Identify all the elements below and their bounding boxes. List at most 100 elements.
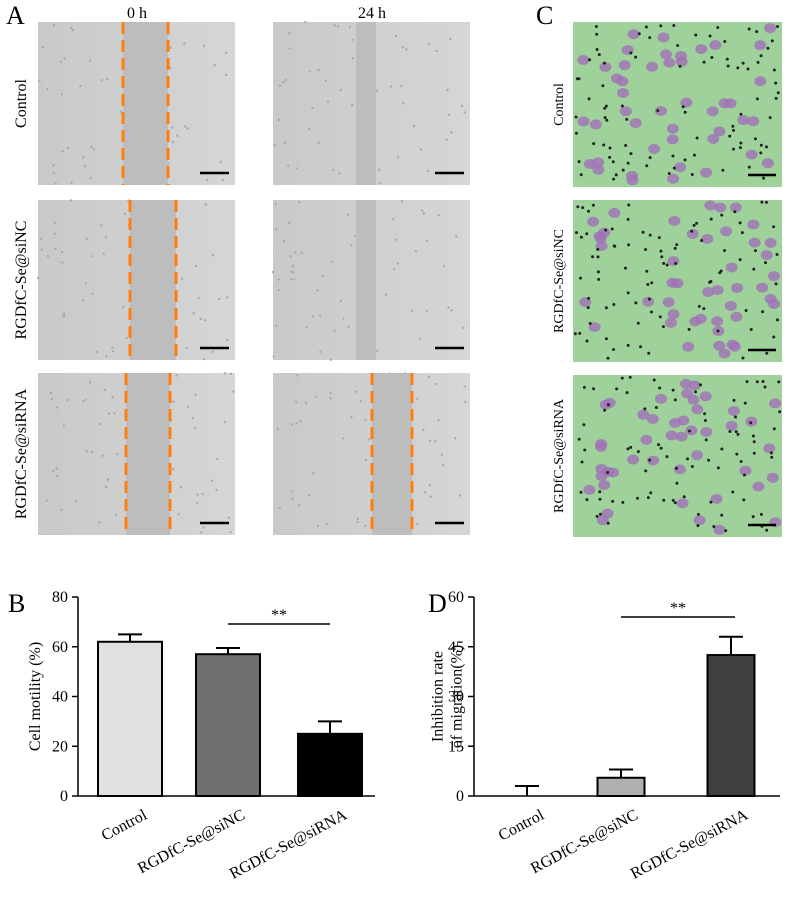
texture xyxy=(62,312,66,315)
y-tick-label: 60 xyxy=(52,639,68,656)
texture xyxy=(104,235,108,239)
pore xyxy=(578,331,582,335)
pore xyxy=(644,25,648,29)
pore xyxy=(678,64,682,68)
pore xyxy=(721,168,725,172)
pore xyxy=(776,25,780,29)
texture xyxy=(176,134,179,137)
pore xyxy=(751,434,755,438)
cell xyxy=(688,380,701,391)
texture xyxy=(281,80,285,84)
pore xyxy=(658,386,662,390)
cell xyxy=(707,133,720,144)
texture xyxy=(442,265,446,268)
texture xyxy=(295,422,298,425)
texture xyxy=(450,131,453,134)
pore xyxy=(709,279,713,283)
pore xyxy=(738,221,742,225)
pore xyxy=(625,391,629,395)
texture xyxy=(197,297,200,300)
pore xyxy=(591,203,595,207)
pore xyxy=(761,310,765,314)
texture xyxy=(420,209,424,212)
time-label: 0 h xyxy=(127,5,147,22)
pore xyxy=(647,297,651,301)
cell xyxy=(595,441,608,452)
texture xyxy=(290,423,294,426)
pore xyxy=(774,81,778,85)
texture xyxy=(284,78,287,82)
texture xyxy=(102,252,105,255)
pore xyxy=(719,269,723,273)
pore xyxy=(712,525,716,529)
cell xyxy=(754,76,767,87)
row-label: RGDfC-Se@siNC xyxy=(552,229,567,333)
texture xyxy=(70,181,73,184)
pore xyxy=(635,496,639,500)
cell xyxy=(691,404,704,415)
pore xyxy=(671,154,675,158)
texture xyxy=(350,415,353,419)
texture xyxy=(273,144,276,147)
cell xyxy=(577,116,590,127)
pore xyxy=(588,58,592,62)
texture xyxy=(184,125,187,128)
pore xyxy=(703,412,707,416)
texture xyxy=(447,306,450,309)
pore xyxy=(695,136,699,140)
pore xyxy=(671,388,675,392)
texture xyxy=(216,457,219,461)
texture xyxy=(311,315,314,318)
gap xyxy=(130,200,176,360)
row-label: Control xyxy=(552,83,567,126)
pore xyxy=(716,466,720,470)
texture xyxy=(402,102,405,105)
pore xyxy=(634,301,638,305)
pore xyxy=(657,236,661,240)
texture xyxy=(75,499,78,502)
texture xyxy=(375,89,379,92)
texture xyxy=(347,325,350,328)
texture xyxy=(396,262,400,265)
cell xyxy=(764,237,777,248)
texture xyxy=(428,483,432,487)
cell xyxy=(725,420,738,431)
pore xyxy=(625,117,629,121)
pore xyxy=(747,27,751,31)
pore xyxy=(612,177,616,181)
pore xyxy=(673,398,677,402)
cell xyxy=(681,388,694,399)
cell xyxy=(608,207,621,218)
pore xyxy=(580,460,584,464)
pore xyxy=(582,385,586,389)
gap xyxy=(126,373,170,535)
y-tick-label: 20 xyxy=(52,738,68,755)
texture xyxy=(106,77,109,81)
texture xyxy=(85,450,89,453)
cell xyxy=(748,237,761,248)
texture xyxy=(375,349,379,353)
pore xyxy=(759,512,763,516)
texture xyxy=(311,106,314,110)
pore xyxy=(766,46,770,50)
pore xyxy=(623,266,627,270)
pore xyxy=(675,466,679,470)
pore xyxy=(777,380,781,384)
pore xyxy=(659,249,663,253)
texture xyxy=(300,251,304,254)
texture xyxy=(111,346,114,349)
texture xyxy=(316,524,319,528)
y-tick-label: 15 xyxy=(448,738,464,755)
texture xyxy=(278,84,282,87)
texture xyxy=(278,506,281,510)
texture xyxy=(437,213,440,217)
pore xyxy=(648,36,652,40)
pore xyxy=(576,205,580,209)
pore xyxy=(644,469,648,473)
texture xyxy=(61,261,64,264)
pore xyxy=(602,61,606,65)
pore xyxy=(581,206,585,210)
pore xyxy=(762,176,766,180)
texture xyxy=(326,100,330,103)
cell xyxy=(619,106,632,117)
